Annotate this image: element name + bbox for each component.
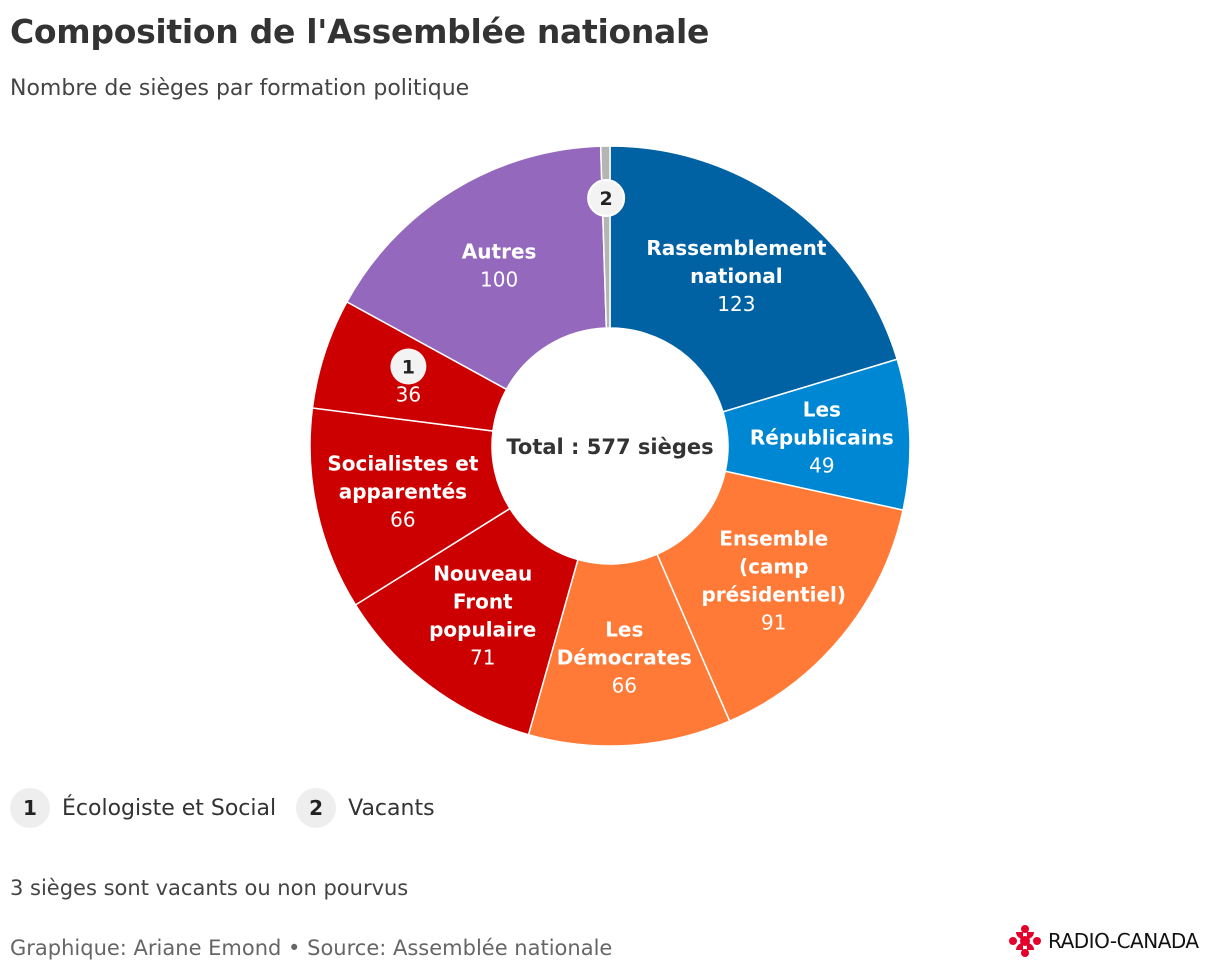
label-ecologiste-et-social-badge <box>390 348 427 385</box>
radio-canada-gem-icon <box>1009 925 1041 957</box>
legend-item-ecologiste: 1 Écologiste et Social <box>10 788 276 828</box>
donut-chart: Rassemblement national 123 Les Républicains 4… <box>309 145 911 747</box>
label-autres-line-0: Autres <box>462 239 537 263</box>
label-socialistes-et-apparentes-value: 66 <box>390 507 415 531</box>
legend-badge-1: 1 <box>10 788 50 828</box>
slice-les-democrates <box>527 553 731 747</box>
legend-label-vacants: Vacants <box>348 795 435 821</box>
brand-name: RADIO-CANADA <box>1048 929 1199 953</box>
legend-badge-2: 2 <box>296 788 337 828</box>
donut-center-label: Total : 577 sièges <box>506 435 713 459</box>
source-credit: Graphique: Ariane Emond • Source: Assemb… <box>10 936 613 960</box>
chart-subtitle: Nombre de sièges par formation politique <box>10 76 470 101</box>
label-ensemble-camp-presidentiel-line-2: présidentiel) <box>701 583 846 607</box>
label-ensemble-camp-presidentiel-value: 91 <box>761 611 786 635</box>
label-les-republicains-value: 49 <box>809 454 834 478</box>
label-socialistes-et-apparentes-line-0: Socialistes et <box>327 451 479 475</box>
label-ecologiste-et-social-badge-number: 1 <box>402 356 415 378</box>
label-nouveau-front-populaire-line-1: Front <box>453 590 513 614</box>
slice-nouveau-front-populaire <box>354 507 579 736</box>
label-rassemblement-national-line-1: national <box>690 264 782 288</box>
label-vacants-badge-number: 2 <box>600 188 613 210</box>
label-socialistes-et-apparentes-line-1: apparentés <box>339 479 467 503</box>
label-ecologiste-et-social-value: 36 <box>396 382 421 406</box>
label-ensemble-camp-presidentiel-line-0: Ensemble <box>719 527 828 551</box>
label-rassemblement-national-line-0: Rassemblement <box>646 236 826 260</box>
footnote: 3 sièges sont vacants ou non pourvus <box>10 876 409 900</box>
slice-autres <box>345 145 608 391</box>
radio-canada-logo: RADIO-CANADA <box>1008 924 1199 958</box>
slice-ensemble-camp-presidentiel <box>656 470 904 723</box>
slice-rassemblement-national <box>609 145 899 413</box>
legend-label-ecologiste: Écologiste et Social <box>62 795 277 821</box>
label-les-democrates-line-1: Démocrates <box>557 646 692 670</box>
legend: 1 Écologiste et Social 2 Vacants <box>10 788 455 828</box>
label-nouveau-front-populaire-value: 71 <box>470 646 495 670</box>
label-nouveau-front-populaire-line-0: Nouveau <box>433 562 532 586</box>
label-ensemble-camp-presidentiel-line-1: (camp <box>739 555 809 579</box>
label-les-republicains-line-0: Les <box>803 398 841 422</box>
label-les-democrates-value: 66 <box>612 674 637 698</box>
legend-item-vacants: 2 Vacants <box>296 788 435 828</box>
label-nouveau-front-populaire-line-2: populaire <box>429 618 536 642</box>
label-les-democrates-line-0: Les <box>605 618 643 642</box>
slice-socialistes-et-apparentes <box>309 407 511 606</box>
label-rassemblement-national-value: 123 <box>717 292 755 316</box>
label-les-republicains-line-1: Républicains <box>750 426 894 450</box>
label-vacants-badge <box>587 179 626 218</box>
chart-title: Composition de l'Assemblée nationale <box>10 12 710 51</box>
label-autres-value: 100 <box>480 267 518 291</box>
